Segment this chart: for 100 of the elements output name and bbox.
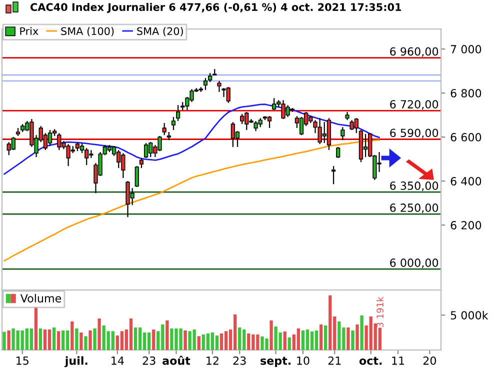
candlestick bbox=[340, 126, 345, 141]
legend-label: SMA (100) bbox=[61, 27, 114, 36]
data-label: 3 191k bbox=[376, 296, 384, 328]
bar bbox=[233, 314, 237, 350]
bar bbox=[120, 331, 124, 350]
bar bbox=[43, 329, 47, 350]
x-tick-label: 12 bbox=[206, 356, 218, 365]
ref-line-label: 6 350,00 bbox=[390, 182, 438, 192]
bar bbox=[220, 333, 224, 350]
bar bbox=[38, 328, 42, 350]
line-series bbox=[4, 139, 380, 262]
bar bbox=[283, 331, 286, 350]
candlestick bbox=[48, 129, 52, 147]
bar bbox=[310, 331, 314, 350]
bar bbox=[75, 328, 78, 350]
bar bbox=[7, 330, 10, 350]
candlestick bbox=[134, 166, 139, 188]
bar bbox=[356, 324, 359, 350]
candlestick bbox=[144, 142, 148, 159]
ref-line-label: 6 000,00 bbox=[390, 258, 438, 268]
candlestick bbox=[139, 157, 144, 169]
bar bbox=[215, 335, 219, 350]
candlestick bbox=[203, 78, 208, 91]
bar bbox=[296, 328, 300, 350]
candlestick bbox=[162, 122, 166, 136]
x-tick-label: oct. bbox=[359, 356, 382, 365]
bar bbox=[324, 325, 328, 350]
y-tick-label: 6 200 bbox=[450, 221, 482, 230]
bar bbox=[88, 330, 92, 350]
y-tick-label: 6 600 bbox=[450, 133, 482, 142]
ref-line-label: 6 590,00 bbox=[390, 128, 438, 138]
candlestick bbox=[11, 136, 16, 151]
x-tick-label: 21 bbox=[328, 356, 341, 365]
candlestick bbox=[363, 133, 368, 158]
candlestick bbox=[240, 113, 244, 125]
candlestick bbox=[354, 118, 358, 134]
x-tick-label: août bbox=[162, 356, 190, 365]
candlestick bbox=[75, 142, 80, 152]
bar bbox=[351, 330, 354, 350]
bar bbox=[314, 330, 318, 350]
bar bbox=[328, 295, 332, 350]
y-tick-label: 5 000k bbox=[450, 310, 488, 320]
ref-line-label: 6 250,00 bbox=[390, 204, 438, 214]
bar bbox=[70, 321, 74, 350]
bar bbox=[34, 307, 38, 350]
bar bbox=[48, 329, 52, 350]
bar bbox=[378, 328, 382, 350]
bar bbox=[184, 330, 187, 350]
bar bbox=[238, 327, 242, 350]
bar bbox=[84, 336, 88, 350]
x-tick-label: 11 bbox=[392, 356, 404, 365]
ref-line-label: 6 960,00 bbox=[390, 47, 438, 57]
x-tick-label: 23 bbox=[233, 356, 246, 365]
candlestick bbox=[267, 116, 272, 129]
bar bbox=[80, 332, 83, 350]
legend-label: SMA (20) bbox=[137, 27, 183, 36]
y-tick-label: 6 400 bbox=[450, 177, 482, 186]
bar bbox=[111, 331, 114, 350]
legend-label: Volume bbox=[20, 294, 62, 302]
bar bbox=[319, 324, 323, 350]
bar bbox=[306, 329, 310, 350]
bar bbox=[2, 332, 6, 350]
bar bbox=[224, 331, 228, 350]
bar bbox=[270, 320, 273, 350]
ref-line-label: 6 720,00 bbox=[390, 100, 438, 110]
y-tick-label: 7 000 bbox=[450, 45, 482, 54]
bar bbox=[197, 336, 200, 350]
candlestick bbox=[176, 104, 180, 122]
bar bbox=[166, 320, 169, 350]
candlestick bbox=[171, 116, 176, 131]
bar bbox=[301, 330, 305, 350]
bar bbox=[138, 327, 142, 350]
candlestick bbox=[299, 116, 304, 136]
candlestick bbox=[208, 72, 212, 83]
x-tick-label: 14 bbox=[112, 356, 124, 365]
bar bbox=[210, 332, 214, 350]
x-tick-label: 20 bbox=[423, 356, 436, 365]
x-tick-label: sept. bbox=[260, 356, 290, 368]
bar bbox=[346, 327, 350, 350]
bar bbox=[93, 328, 96, 350]
line-series bbox=[4, 104, 380, 175]
chart-title: CAC40 Index Journalier 6 477,66 (-0,61 %) 4 oct. 2021 17:35:01 bbox=[30, 2, 402, 13]
x-tick-label: 15 bbox=[16, 356, 28, 365]
candlestick bbox=[336, 146, 340, 159]
bar bbox=[56, 331, 60, 350]
x-tick-label: 10 bbox=[297, 356, 310, 365]
candlestick bbox=[331, 166, 336, 185]
bar bbox=[62, 330, 65, 350]
bar bbox=[98, 318, 101, 350]
bar bbox=[206, 333, 210, 350]
x-tick-label: juil. bbox=[64, 356, 88, 368]
x-tick-label: 23 bbox=[142, 356, 156, 365]
bar bbox=[129, 318, 133, 350]
bar bbox=[52, 327, 56, 350]
y-tick-label: 6 800 bbox=[450, 89, 482, 98]
bar bbox=[134, 327, 138, 350]
bar bbox=[152, 329, 156, 350]
legend-label: Prix bbox=[20, 27, 38, 35]
bar bbox=[360, 315, 364, 350]
bar bbox=[30, 328, 33, 350]
